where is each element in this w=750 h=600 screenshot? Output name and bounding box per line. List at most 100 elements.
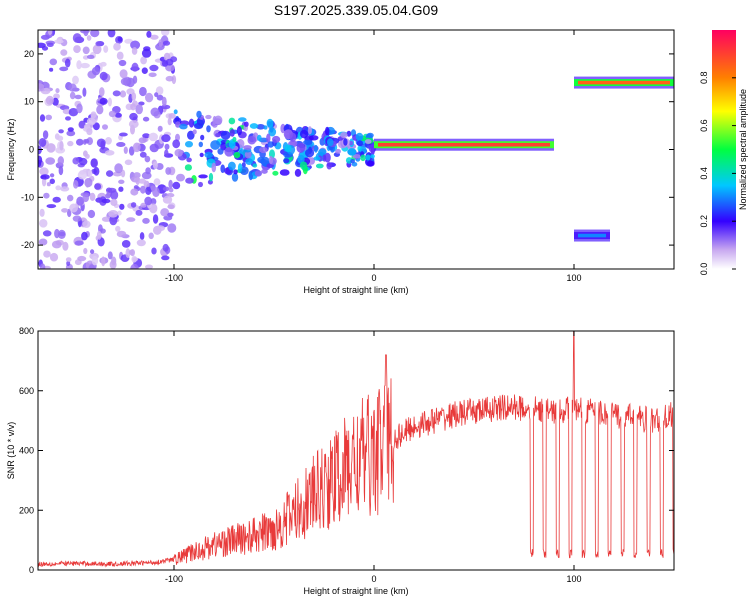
heatmap-blob bbox=[86, 35, 92, 41]
y-tick-label: -10 bbox=[21, 192, 34, 202]
heatmap-blob bbox=[272, 170, 279, 176]
heatmap-blob bbox=[212, 115, 217, 125]
y-axis-label: Frequency (Hz) bbox=[6, 118, 16, 180]
tone-core bbox=[378, 142, 550, 147]
heatmap-blob bbox=[244, 150, 252, 159]
heatmap-blob bbox=[60, 49, 68, 56]
heatmap-blob bbox=[184, 164, 192, 171]
heatmap-blob bbox=[42, 230, 52, 237]
heatmap-blob bbox=[117, 210, 122, 216]
heatmap-blob bbox=[38, 155, 43, 165]
heatmap-blob bbox=[215, 132, 222, 138]
heatmap-blob bbox=[114, 163, 123, 174]
heatmap-blob bbox=[74, 240, 84, 246]
heatmap-blob bbox=[261, 168, 268, 174]
heatmap-blob bbox=[41, 177, 47, 187]
heatmap-blob bbox=[279, 169, 290, 176]
heatmap-blob bbox=[123, 146, 128, 154]
heatmap-blob bbox=[164, 143, 170, 150]
heatmap-blob bbox=[131, 47, 138, 55]
y-axis-label: SNR (10 * v/v) bbox=[6, 422, 16, 480]
heatmap-blob bbox=[254, 170, 263, 177]
heatmap-feature-4 bbox=[574, 229, 610, 242]
colorbar: 0.0 0.2 0.4 0.6 0.8 Normalized spectral ampli… bbox=[699, 30, 748, 275]
heatmap-blob bbox=[84, 138, 90, 144]
heatmap-blob bbox=[176, 173, 185, 182]
x-tick-label: -100 bbox=[165, 273, 183, 283]
heatmap-blob bbox=[139, 232, 145, 241]
heatmap-blob bbox=[243, 145, 252, 150]
heatmap-blob bbox=[151, 247, 157, 255]
heatmap-blob bbox=[138, 137, 147, 144]
heatmap-blob bbox=[141, 67, 148, 74]
heatmap-blob bbox=[128, 120, 139, 129]
heatmap-blob bbox=[305, 148, 315, 158]
heatmap-blob bbox=[117, 36, 123, 42]
heatmap-blob bbox=[266, 118, 274, 128]
heatmap-blob bbox=[140, 56, 148, 65]
heatmap-blob bbox=[294, 168, 302, 177]
heatmap-blob bbox=[49, 178, 55, 185]
heatmap-blob bbox=[131, 92, 137, 101]
y-tick-label: 600 bbox=[19, 386, 34, 396]
heatmap-blob bbox=[324, 152, 331, 163]
heatmap-blob bbox=[119, 203, 125, 210]
heatmap-blob bbox=[52, 196, 61, 203]
heatmap-blob bbox=[360, 154, 366, 162]
y-tick-label: -20 bbox=[21, 240, 34, 250]
heatmap-blob bbox=[116, 230, 127, 238]
heatmap-blob bbox=[101, 256, 106, 267]
heatmap-blob bbox=[365, 154, 371, 161]
heatmap-blob bbox=[139, 151, 147, 158]
heatmap-blob bbox=[303, 139, 313, 145]
heatmap-blob bbox=[160, 208, 170, 217]
heatmap-blob bbox=[252, 163, 258, 168]
heatmap-blob bbox=[266, 133, 271, 143]
colorbar-gradient bbox=[712, 30, 736, 269]
heatmap-blob bbox=[259, 146, 268, 154]
heatmap-blob bbox=[172, 181, 181, 190]
heatmap-blob bbox=[165, 167, 172, 175]
heatmap-blob bbox=[90, 158, 99, 168]
colorbar-label: Normalized spectral amplitude bbox=[738, 89, 748, 210]
heatmap-blob bbox=[106, 170, 114, 177]
heatmap-blob bbox=[81, 231, 88, 241]
colorbar-tick-label: 0.0 bbox=[699, 263, 709, 276]
heatmap-blob bbox=[90, 111, 97, 119]
heatmap-blob bbox=[72, 33, 82, 43]
heatmap-blob bbox=[161, 30, 170, 37]
heatmap-blob bbox=[154, 92, 159, 98]
heatmap-blob bbox=[109, 260, 117, 269]
heatmap-blob bbox=[167, 204, 175, 209]
heatmap-blob bbox=[45, 95, 54, 105]
heatmap-blob bbox=[187, 130, 195, 140]
heatmap-blob bbox=[39, 219, 48, 228]
heatmap-blob bbox=[142, 133, 151, 139]
heatmap-blob bbox=[108, 210, 119, 218]
heatmap-blob bbox=[105, 137, 112, 145]
heatmap-blob bbox=[236, 126, 242, 136]
heatmap-blob bbox=[43, 192, 50, 199]
y-tick-label: 0 bbox=[29, 145, 34, 155]
heatmap-blob bbox=[49, 58, 58, 66]
heatmap-blob bbox=[229, 129, 235, 137]
heatmap-blob bbox=[73, 45, 81, 54]
heatmap-blob bbox=[352, 154, 361, 159]
heatmap-blob bbox=[167, 223, 177, 233]
heatmap-blob bbox=[263, 125, 268, 130]
heatmap-blob bbox=[39, 114, 46, 122]
heatmap-blob bbox=[307, 126, 312, 135]
heatmap-blob bbox=[114, 112, 122, 118]
heatmap-blob bbox=[78, 157, 88, 166]
heatmap-blob bbox=[241, 162, 246, 168]
heatmap-blob bbox=[130, 202, 137, 208]
heatmap-blob bbox=[161, 134, 171, 143]
heatmap-blob bbox=[80, 62, 90, 69]
heatmap-blob bbox=[96, 138, 106, 148]
heatmap-blob bbox=[364, 139, 372, 144]
heatmap-blob bbox=[247, 135, 257, 145]
heatmap-blob bbox=[102, 124, 108, 130]
heatmap-blob bbox=[92, 44, 102, 55]
heatmap-blob bbox=[116, 142, 126, 147]
heatmap-blob bbox=[57, 135, 64, 142]
